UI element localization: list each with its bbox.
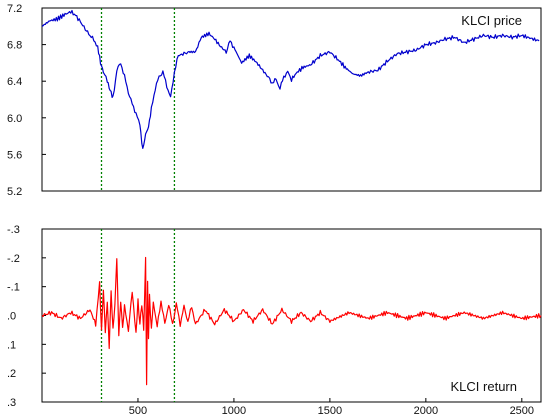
price-ytick-label: 5.6 bbox=[7, 149, 22, 161]
return-ytick-label: .1 bbox=[7, 339, 16, 351]
return-ytick-label: -.2 bbox=[7, 253, 20, 265]
price-ytick-label: 6.4 bbox=[7, 76, 22, 88]
return-series-line bbox=[41, 256, 542, 386]
return-y-axis: .3 .2 .1 .0 -.1 -.2 -.3 bbox=[7, 224, 46, 409]
price-vlines bbox=[100, 8, 176, 191]
return-series bbox=[41, 256, 542, 386]
price-ytick-label: 6.0 bbox=[7, 113, 22, 125]
return-ytick-label: -.3 bbox=[7, 224, 20, 236]
price-ytick-label: 7.2 bbox=[7, 3, 22, 15]
x-tick-label: 500 bbox=[129, 405, 147, 415]
price-ytick-label: 5.2 bbox=[7, 186, 22, 198]
x-tick-label: 2000 bbox=[414, 405, 438, 415]
price-ytick-label: 6.8 bbox=[7, 40, 22, 52]
return-ytick-label: .0 bbox=[7, 311, 16, 323]
price-series bbox=[41, 9, 540, 149]
x-tick-label: 2500 bbox=[510, 405, 534, 415]
price-legend-label: KLCI price bbox=[461, 13, 522, 28]
price-panel: 5.2 5.6 6.0 6.4 6.8 7.2 KLCI price bbox=[7, 3, 542, 198]
return-ytick-label: .3 bbox=[7, 397, 16, 409]
price-series-line bbox=[41, 9, 540, 149]
return-ytick-label: -.1 bbox=[7, 282, 20, 294]
price-y-axis: 5.2 5.6 6.0 6.4 6.8 7.2 bbox=[7, 3, 46, 198]
x-tick-label: 1000 bbox=[222, 405, 246, 415]
price-panel-frame bbox=[41, 7, 542, 192]
return-panel: .3 .2 .1 .0 -.1 -.2 -.3 500 1000 1500 2000 2500 KL… bbox=[7, 224, 542, 415]
return-ytick-label: .2 bbox=[7, 368, 16, 380]
return-panel-frame bbox=[41, 228, 542, 403]
x-tick-label: 1500 bbox=[318, 405, 342, 415]
x-axis: 500 1000 1500 2000 2500 bbox=[129, 398, 534, 415]
return-legend-label: KLCI return bbox=[451, 379, 517, 394]
return-vlines bbox=[100, 229, 176, 402]
